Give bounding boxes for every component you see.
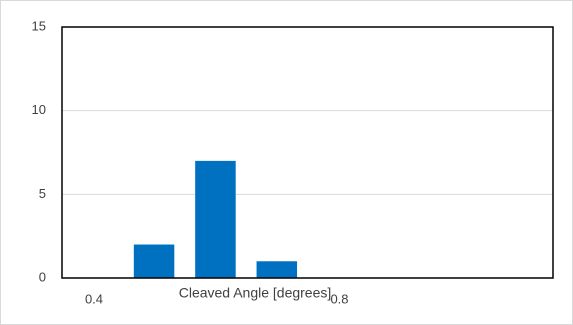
y-tick-label: 5 [39, 186, 46, 201]
y-tick-label: 10 [32, 102, 46, 117]
x-axis-ticks: 0.4 0.8 [85, 292, 349, 307]
gridlines [62, 26, 553, 279]
plot-area-border [61, 26, 554, 279]
bars [133, 160, 298, 278]
x-tick-label: 0.8 [330, 292, 348, 307]
x-tick-label: 0.4 [85, 292, 103, 307]
bar [133, 244, 175, 278]
y-tick-label: 15 [32, 18, 46, 33]
bar [256, 261, 298, 278]
x-axis-title: Cleaved Angle [degrees] [179, 284, 332, 300]
y-tick-label: 0 [39, 269, 46, 284]
y-axis-ticks: 0 5 10 15 [32, 18, 46, 284]
bar [195, 160, 236, 278]
